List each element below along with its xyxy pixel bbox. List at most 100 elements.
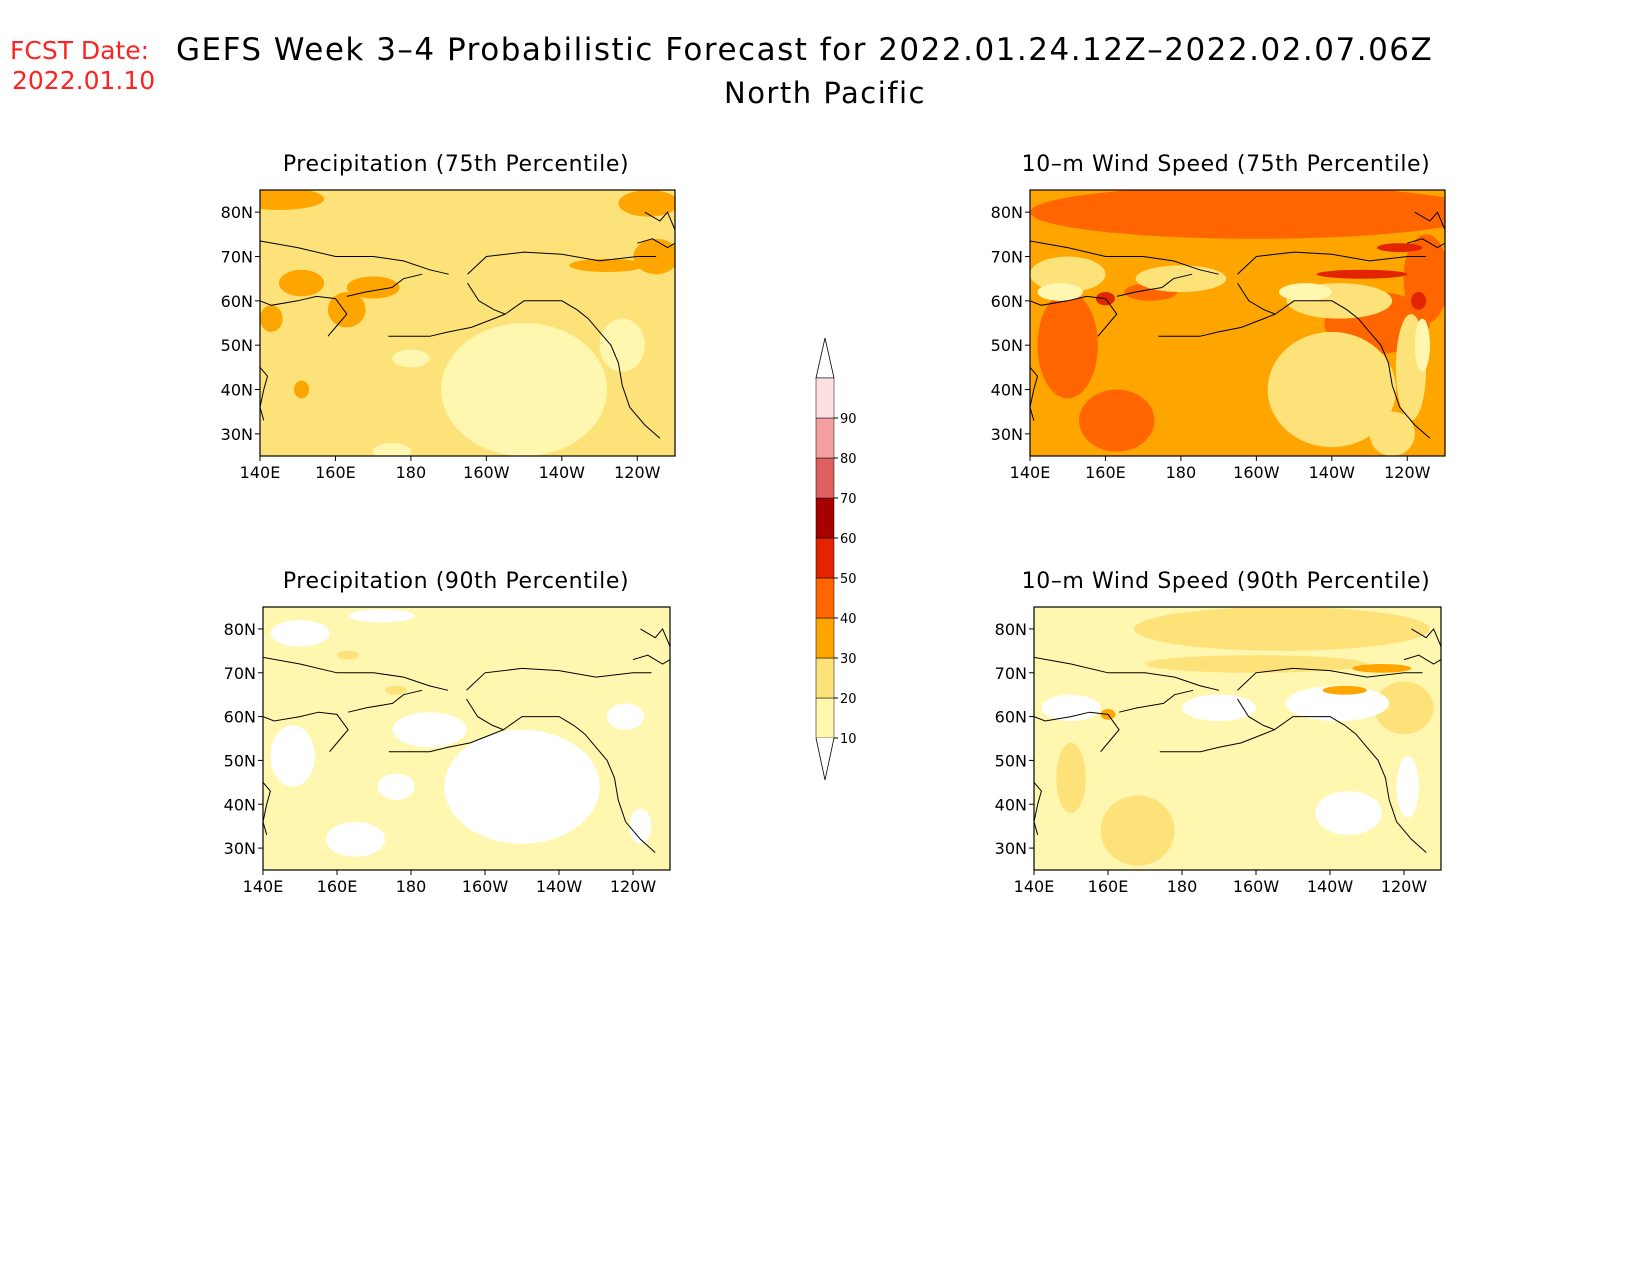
coastline <box>467 251 657 275</box>
probability-patch <box>1352 663 1412 673</box>
y-tick-label: 60N <box>224 708 256 727</box>
y-tick-label: 40N <box>991 381 1023 400</box>
field-layer <box>260 190 675 456</box>
probability-patch <box>1279 283 1332 301</box>
x-tick-label: 140E <box>1014 877 1055 896</box>
probability-patch <box>607 703 645 730</box>
x-tick-label: 180 <box>396 877 427 896</box>
probability-patch <box>260 305 283 332</box>
x-tick-label: 140W <box>1307 877 1354 896</box>
colorbar-legend: 10 20 30 40 50 60 70 80 90 <box>815 337 857 781</box>
y-tick-label: 30N <box>991 425 1023 444</box>
colorbar-level-label: 80 <box>840 452 857 467</box>
map-panel-precip-75: 140E 160E 180 160W 140W 120W 30N 40N 50N 60N 70N 80… <box>221 189 676 482</box>
y-tick-label: 80N <box>221 203 253 222</box>
probability-patch <box>1056 742 1086 814</box>
y-tick-label: 40N <box>224 795 256 814</box>
probability-patch <box>1182 694 1256 721</box>
coastline <box>644 211 675 231</box>
map-frame <box>1033 606 1442 871</box>
coastline <box>260 240 449 275</box>
panel-title-precip-75: Precipitation (75th Percentile) <box>282 152 630 177</box>
x-tick-label: 160W <box>1233 463 1280 482</box>
x-tick-label: 160E <box>315 463 356 482</box>
probability-patch <box>441 323 608 456</box>
colorbar-swatch <box>815 617 835 659</box>
region-subtitle: North Pacific <box>724 76 926 110</box>
probability-patch <box>1135 265 1227 292</box>
x-tick-label: 180 <box>396 463 427 482</box>
colorbar-level-label: 50 <box>840 572 857 587</box>
x-tick-label: 160E <box>1088 877 1129 896</box>
probability-patch <box>1285 685 1390 721</box>
coastline <box>1159 729 1275 753</box>
field-layer <box>1030 190 1445 456</box>
x-tick-label: 120W <box>1384 463 1431 482</box>
colorbar-swatch <box>815 657 835 699</box>
probability-patch <box>1041 694 1101 721</box>
coastline <box>1403 654 1441 665</box>
colorbar-swatch <box>815 537 835 579</box>
colorbar-swatch <box>815 377 835 419</box>
y-tick-label: 50N <box>995 751 1027 770</box>
probability-patch <box>1396 756 1419 818</box>
probability-patch <box>270 725 315 787</box>
coastline <box>1030 240 1219 275</box>
field-layer <box>1034 607 1441 870</box>
y-tick-label: 70N <box>221 248 253 267</box>
forecast-date-label: FCST Date: <box>10 36 150 65</box>
coastline <box>632 654 670 665</box>
colorbar-level-label: 20 <box>840 692 857 707</box>
probability-patch <box>392 349 430 368</box>
y-tick-label: 80N <box>991 203 1023 222</box>
x-tick-label: 160W <box>463 463 510 482</box>
forecast-date-value: 2022.01.10 <box>12 66 156 95</box>
probability-patch <box>1267 331 1396 448</box>
y-tick-label: 50N <box>224 751 256 770</box>
probability-patch <box>1377 243 1423 253</box>
colorbar-bottom-cap <box>815 737 835 781</box>
probability-patch <box>373 442 411 456</box>
map-panel-precip-90: 140E 160E 180 160W 140W 120W 30N 40N 50N 60N 70N 80… <box>224 606 671 896</box>
y-tick-label: 50N <box>991 336 1023 355</box>
x-tick-label: 140E <box>240 463 281 482</box>
coastline <box>640 627 670 647</box>
coastline <box>388 313 506 337</box>
coastline <box>1411 627 1441 647</box>
probability-patch <box>618 190 675 217</box>
colorbar-top-cap <box>815 337 835 379</box>
coastline <box>1030 366 1039 421</box>
colorbar-swatch <box>815 497 835 539</box>
x-tick-label: 140E <box>243 877 284 896</box>
coastline <box>1414 211 1445 231</box>
x-tick-label: 120W <box>610 877 657 896</box>
colorbar-swatch <box>815 457 835 499</box>
probability-patch <box>569 258 645 273</box>
field-layer <box>263 607 670 870</box>
coastline <box>1237 282 1431 439</box>
probability-patch <box>1411 291 1427 310</box>
colorbar-swatch <box>815 697 835 739</box>
probability-patch <box>1322 685 1367 695</box>
probability-patch <box>444 729 600 844</box>
x-tick-label: 140W <box>539 463 586 482</box>
x-tick-label: 140W <box>1309 463 1356 482</box>
y-tick-label: 80N <box>995 620 1027 639</box>
coastline <box>1237 251 1427 275</box>
y-tick-label: 40N <box>995 795 1027 814</box>
coastline <box>1158 313 1276 337</box>
field-background <box>263 607 670 870</box>
map-frame <box>262 606 671 871</box>
y-tick-label: 50N <box>221 336 253 355</box>
colorbar-level-label: 90 <box>840 412 857 427</box>
page-title: GEFS Week 3–4 Probabilistic Forecast for… <box>176 32 1434 68</box>
x-tick-label: 140W <box>536 877 583 896</box>
colorbar-level-label: 60 <box>840 532 857 547</box>
y-tick-label: 60N <box>995 708 1027 727</box>
probability-patch <box>1030 190 1445 239</box>
map-frame <box>259 189 676 457</box>
y-tick-label: 30N <box>224 839 256 858</box>
probability-patch <box>260 190 325 210</box>
colorbar-level-label: 10 <box>840 732 857 747</box>
coastline <box>1407 238 1445 249</box>
